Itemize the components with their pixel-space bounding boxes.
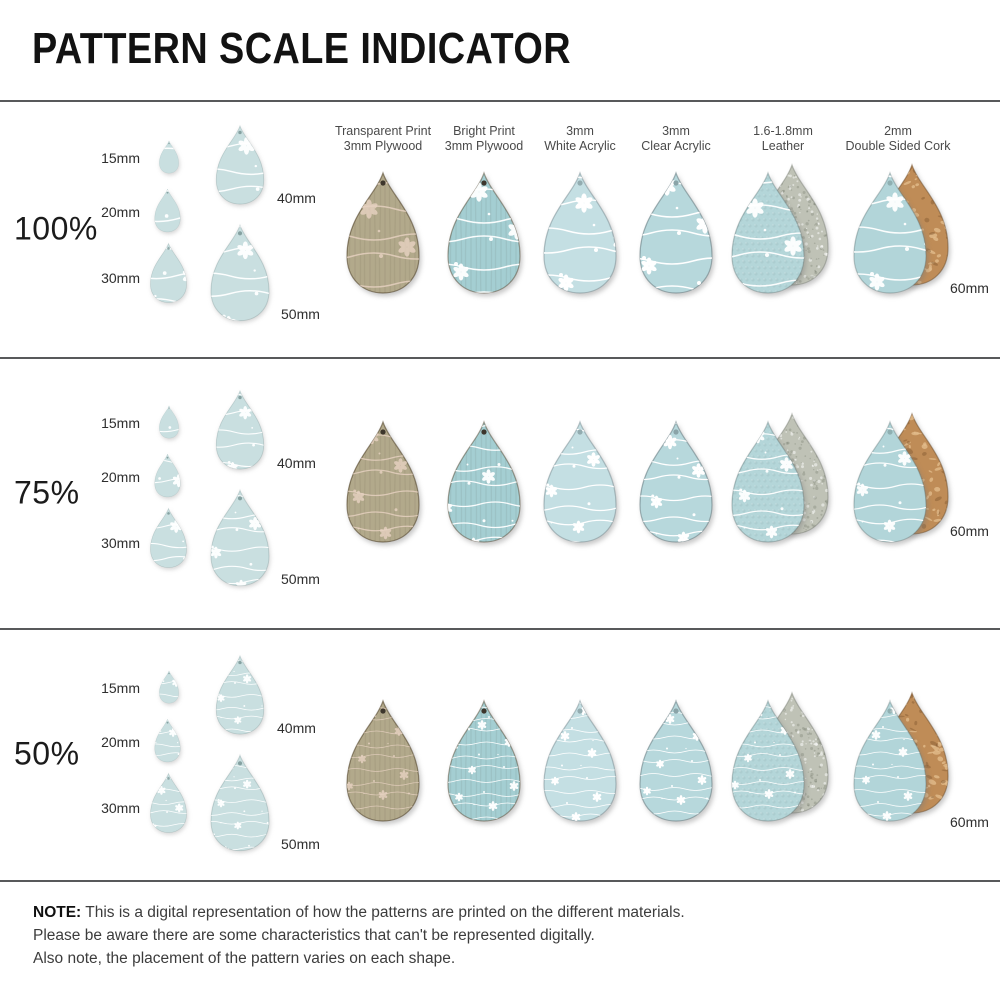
column-header-bright-plywood: Bright Print 3mm Plywood — [444, 124, 524, 153]
sample-clear-acrylic — [635, 419, 717, 545]
scale-label-100: 100% — [14, 210, 98, 246]
size-chart-drop-20mm — [153, 188, 182, 233]
note-block: NOTE: This is a digital representation o… — [33, 901, 685, 970]
sample-cork-pair — [849, 690, 959, 826]
size-chart-drop-30mm — [148, 242, 189, 304]
sample-leather-front — [727, 698, 809, 824]
sample-bright-print-plywood — [443, 419, 525, 545]
size-chart-drop-15mm — [158, 140, 180, 174]
column-header-white-acrylic: 3mm White Acrylic — [544, 124, 616, 153]
size-label-40mm: 40mm — [277, 190, 316, 206]
size-chart-drop-40mm — [213, 124, 267, 206]
sample-cork-front — [849, 698, 931, 824]
sample-clear-acrylic — [635, 170, 717, 296]
size-label-50mm: 50mm — [281, 571, 320, 587]
size-chart-drop-30mm — [148, 772, 189, 834]
size-label-15mm: 15mm — [101, 415, 140, 431]
size-label-40mm: 40mm — [277, 720, 316, 736]
sample-white-acrylic — [539, 698, 621, 824]
sample-bright-print-plywood — [443, 698, 525, 824]
sample-cork-front — [849, 419, 931, 545]
scale-label-75: 75% — [14, 474, 80, 510]
sample-cork-front — [849, 170, 931, 296]
size-chart-drop-20mm — [153, 453, 182, 498]
note-line-1: NOTE: This is a digital representation o… — [33, 904, 685, 921]
column-header-clear-acrylic: 3mm Clear Acrylic — [641, 124, 711, 153]
size-chart-drop-15mm — [158, 405, 180, 439]
sample-white-acrylic — [539, 419, 621, 545]
sample-leather-front — [727, 419, 809, 545]
size-label-50mm: 50mm — [281, 836, 320, 852]
scale-label-50: 50% — [14, 735, 80, 772]
scale-row-100: 100% 15mm 20mm 30mm 40mm 50mm 60mm — [0, 100, 1000, 357]
page-title: PATTERN SCALE INDICATOR — [32, 24, 571, 73]
separator-row2-row3 — [0, 628, 1000, 630]
sample-size-label: 60mm — [950, 280, 989, 296]
size-chart-drop-30mm — [148, 507, 189, 569]
sample-transparent-print-plywood — [342, 419, 424, 545]
size-label-15mm: 15mm — [101, 150, 140, 166]
size-chart-drop-40mm — [213, 389, 267, 471]
size-label-30mm: 30mm — [101, 270, 140, 286]
size-label-20mm: 20mm — [101, 204, 140, 220]
separator-top — [0, 100, 1000, 102]
size-label-30mm: 30mm — [101, 535, 140, 551]
note-line-2: Please be aware there are some character… — [33, 927, 595, 944]
size-chart-drop-50mm — [207, 223, 273, 323]
column-header-transparent-plywood: Transparent Print 3mm Plywood — [334, 124, 432, 153]
sample-leather-pair — [727, 162, 837, 298]
separator-row1-row2 — [0, 357, 1000, 359]
sample-clear-acrylic — [635, 698, 717, 824]
size-label-20mm: 20mm — [101, 469, 140, 485]
size-label-40mm: 40mm — [277, 455, 316, 471]
sample-size-label: 60mm — [950, 523, 989, 539]
sample-leather-pair — [727, 411, 837, 547]
scale-row-75: 75% 15mm 20mm 30mm 40mm 50mm 60mm — [0, 357, 1000, 628]
sample-size-label: 60mm — [950, 814, 989, 830]
sample-transparent-print-plywood — [342, 698, 424, 824]
note-label: NOTE: — [33, 904, 82, 921]
size-chart-drop-15mm — [158, 670, 180, 704]
sample-bright-print-plywood — [443, 170, 525, 296]
size-label-50mm: 50mm — [281, 306, 320, 322]
size-chart-drop-40mm — [213, 654, 267, 736]
size-chart-drop-50mm — [207, 488, 273, 588]
sample-leather-front — [727, 170, 809, 296]
size-label-15mm: 15mm — [101, 680, 140, 696]
sample-cork-pair — [849, 162, 959, 298]
sample-leather-pair — [727, 690, 837, 826]
note-line-3: Also note, the placement of the pattern … — [33, 950, 456, 967]
sample-white-acrylic — [539, 170, 621, 296]
size-label-20mm: 20mm — [101, 734, 140, 750]
scale-row-50: 50% 15mm 20mm 30mm 40mm 50mm 60mm — [0, 628, 1000, 880]
size-chart-drop-20mm — [153, 718, 182, 763]
size-label-30mm: 30mm — [101, 800, 140, 816]
sample-cork-pair — [849, 411, 959, 547]
column-header-leather: 1.6-1.8mm Leather — [753, 124, 813, 153]
column-header-cork: 2mm Double Sided Cork — [845, 124, 951, 153]
sample-transparent-print-plywood — [342, 170, 424, 296]
separator-bottom — [0, 880, 1000, 882]
size-chart-drop-50mm — [207, 753, 273, 853]
